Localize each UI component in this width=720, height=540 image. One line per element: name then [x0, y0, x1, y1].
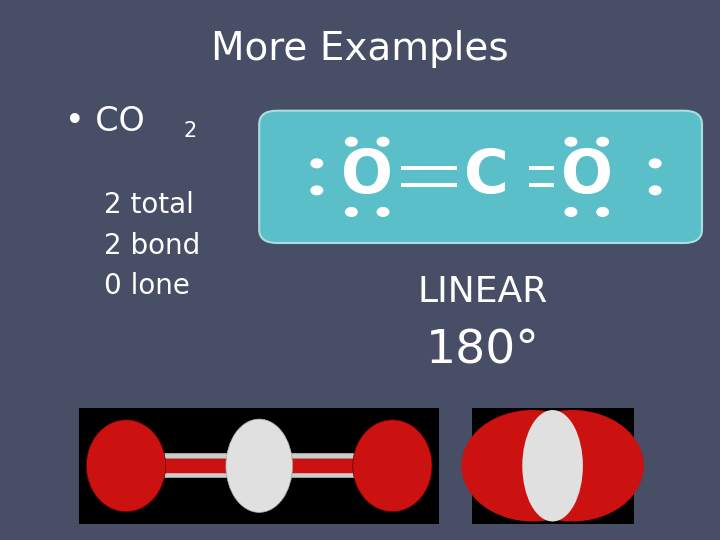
Ellipse shape — [522, 410, 583, 522]
Ellipse shape — [501, 410, 644, 522]
Circle shape — [346, 137, 357, 146]
Circle shape — [649, 186, 661, 195]
Circle shape — [346, 208, 357, 217]
Circle shape — [377, 137, 389, 146]
Text: • CO: • CO — [65, 105, 145, 138]
Text: O: O — [341, 147, 393, 206]
Ellipse shape — [86, 420, 166, 512]
Circle shape — [597, 137, 608, 146]
Circle shape — [311, 186, 323, 195]
Circle shape — [649, 159, 661, 167]
Bar — [79, 408, 439, 524]
Text: More Examples: More Examples — [211, 30, 509, 68]
Ellipse shape — [226, 419, 292, 512]
FancyBboxPatch shape — [259, 111, 702, 243]
Ellipse shape — [353, 420, 432, 512]
Text: LINEAR: LINEAR — [418, 275, 547, 308]
Text: 0 lone: 0 lone — [104, 272, 190, 300]
Ellipse shape — [462, 410, 604, 522]
Circle shape — [311, 159, 323, 167]
Text: C: C — [464, 147, 508, 206]
Circle shape — [565, 208, 577, 217]
Circle shape — [565, 137, 577, 146]
Text: 180°: 180° — [426, 328, 539, 374]
Text: 2: 2 — [184, 120, 197, 141]
Circle shape — [377, 208, 389, 217]
Text: O: O — [561, 147, 613, 206]
Text: 2 bond: 2 bond — [104, 232, 201, 260]
Text: 2 total: 2 total — [104, 191, 194, 219]
Bar — [472, 408, 634, 524]
Circle shape — [597, 208, 608, 217]
